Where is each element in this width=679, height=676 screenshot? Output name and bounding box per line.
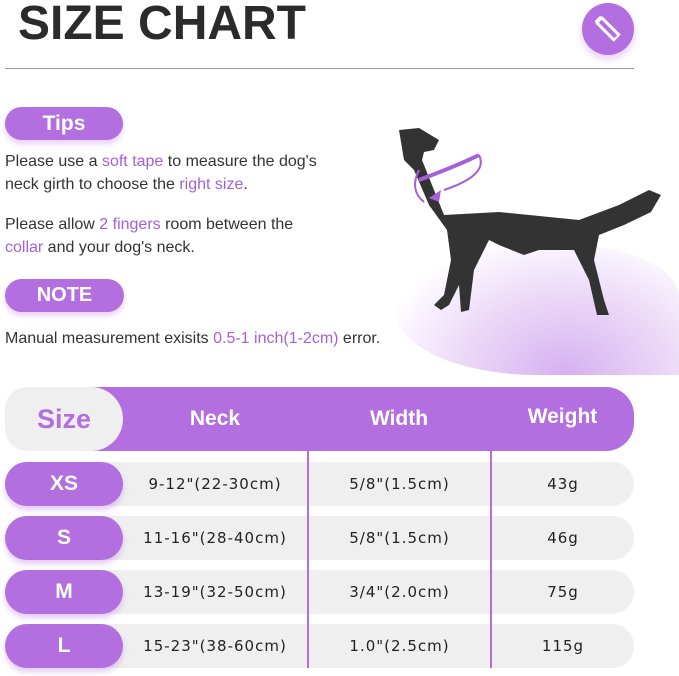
size-m: M	[5, 570, 123, 614]
dog-silhouette-icon	[399, 128, 661, 315]
page-title: SIZE CHART	[18, 0, 306, 50]
note-text: Manual measurement exisits 0.5-1 inch(1-…	[5, 330, 381, 347]
column-divider	[307, 387, 309, 668]
header-weight: Weight	[527, 405, 598, 428]
tip-soft-tape: Please use a soft tape to measure the do…	[5, 153, 317, 193]
tip-two-fingers: Please allow 2 fingers room between the …	[5, 216, 294, 256]
tips-pill: Tips	[5, 107, 123, 140]
weight-cell: 43g	[547, 475, 579, 493]
neck-cell: 13-19"(32-50cm)	[143, 583, 287, 601]
ruler-pencil-icon	[582, 3, 634, 55]
width-cell: 1.0"(2.5cm)	[349, 637, 450, 655]
neck-cell: 11-16"(28-40cm)	[143, 529, 287, 547]
weight-cell: 75g	[547, 583, 579, 601]
width-cell: 3/4"(2.0cm)	[349, 583, 450, 601]
header-size: Size	[5, 387, 123, 451]
size-l: L	[5, 624, 123, 668]
neck-cell: 15-23"(38-60cm)	[143, 637, 287, 655]
size-xs: XS	[5, 462, 123, 506]
header-width: Width	[369, 407, 429, 430]
header-neck: Neck	[189, 407, 241, 430]
size-s: S	[5, 516, 123, 560]
column-divider	[490, 387, 492, 668]
width-cell: 5/8"(1.5cm)	[349, 529, 450, 547]
weight-cell: 115g	[541, 637, 585, 655]
weight-cell: 46g	[547, 529, 579, 547]
divider	[5, 68, 634, 69]
note-pill: NOTE	[5, 279, 124, 312]
width-cell: 5/8"(1.5cm)	[349, 475, 450, 493]
background-blob	[395, 245, 679, 375]
neck-cell: 9-12"(22-30cm)	[148, 475, 282, 493]
